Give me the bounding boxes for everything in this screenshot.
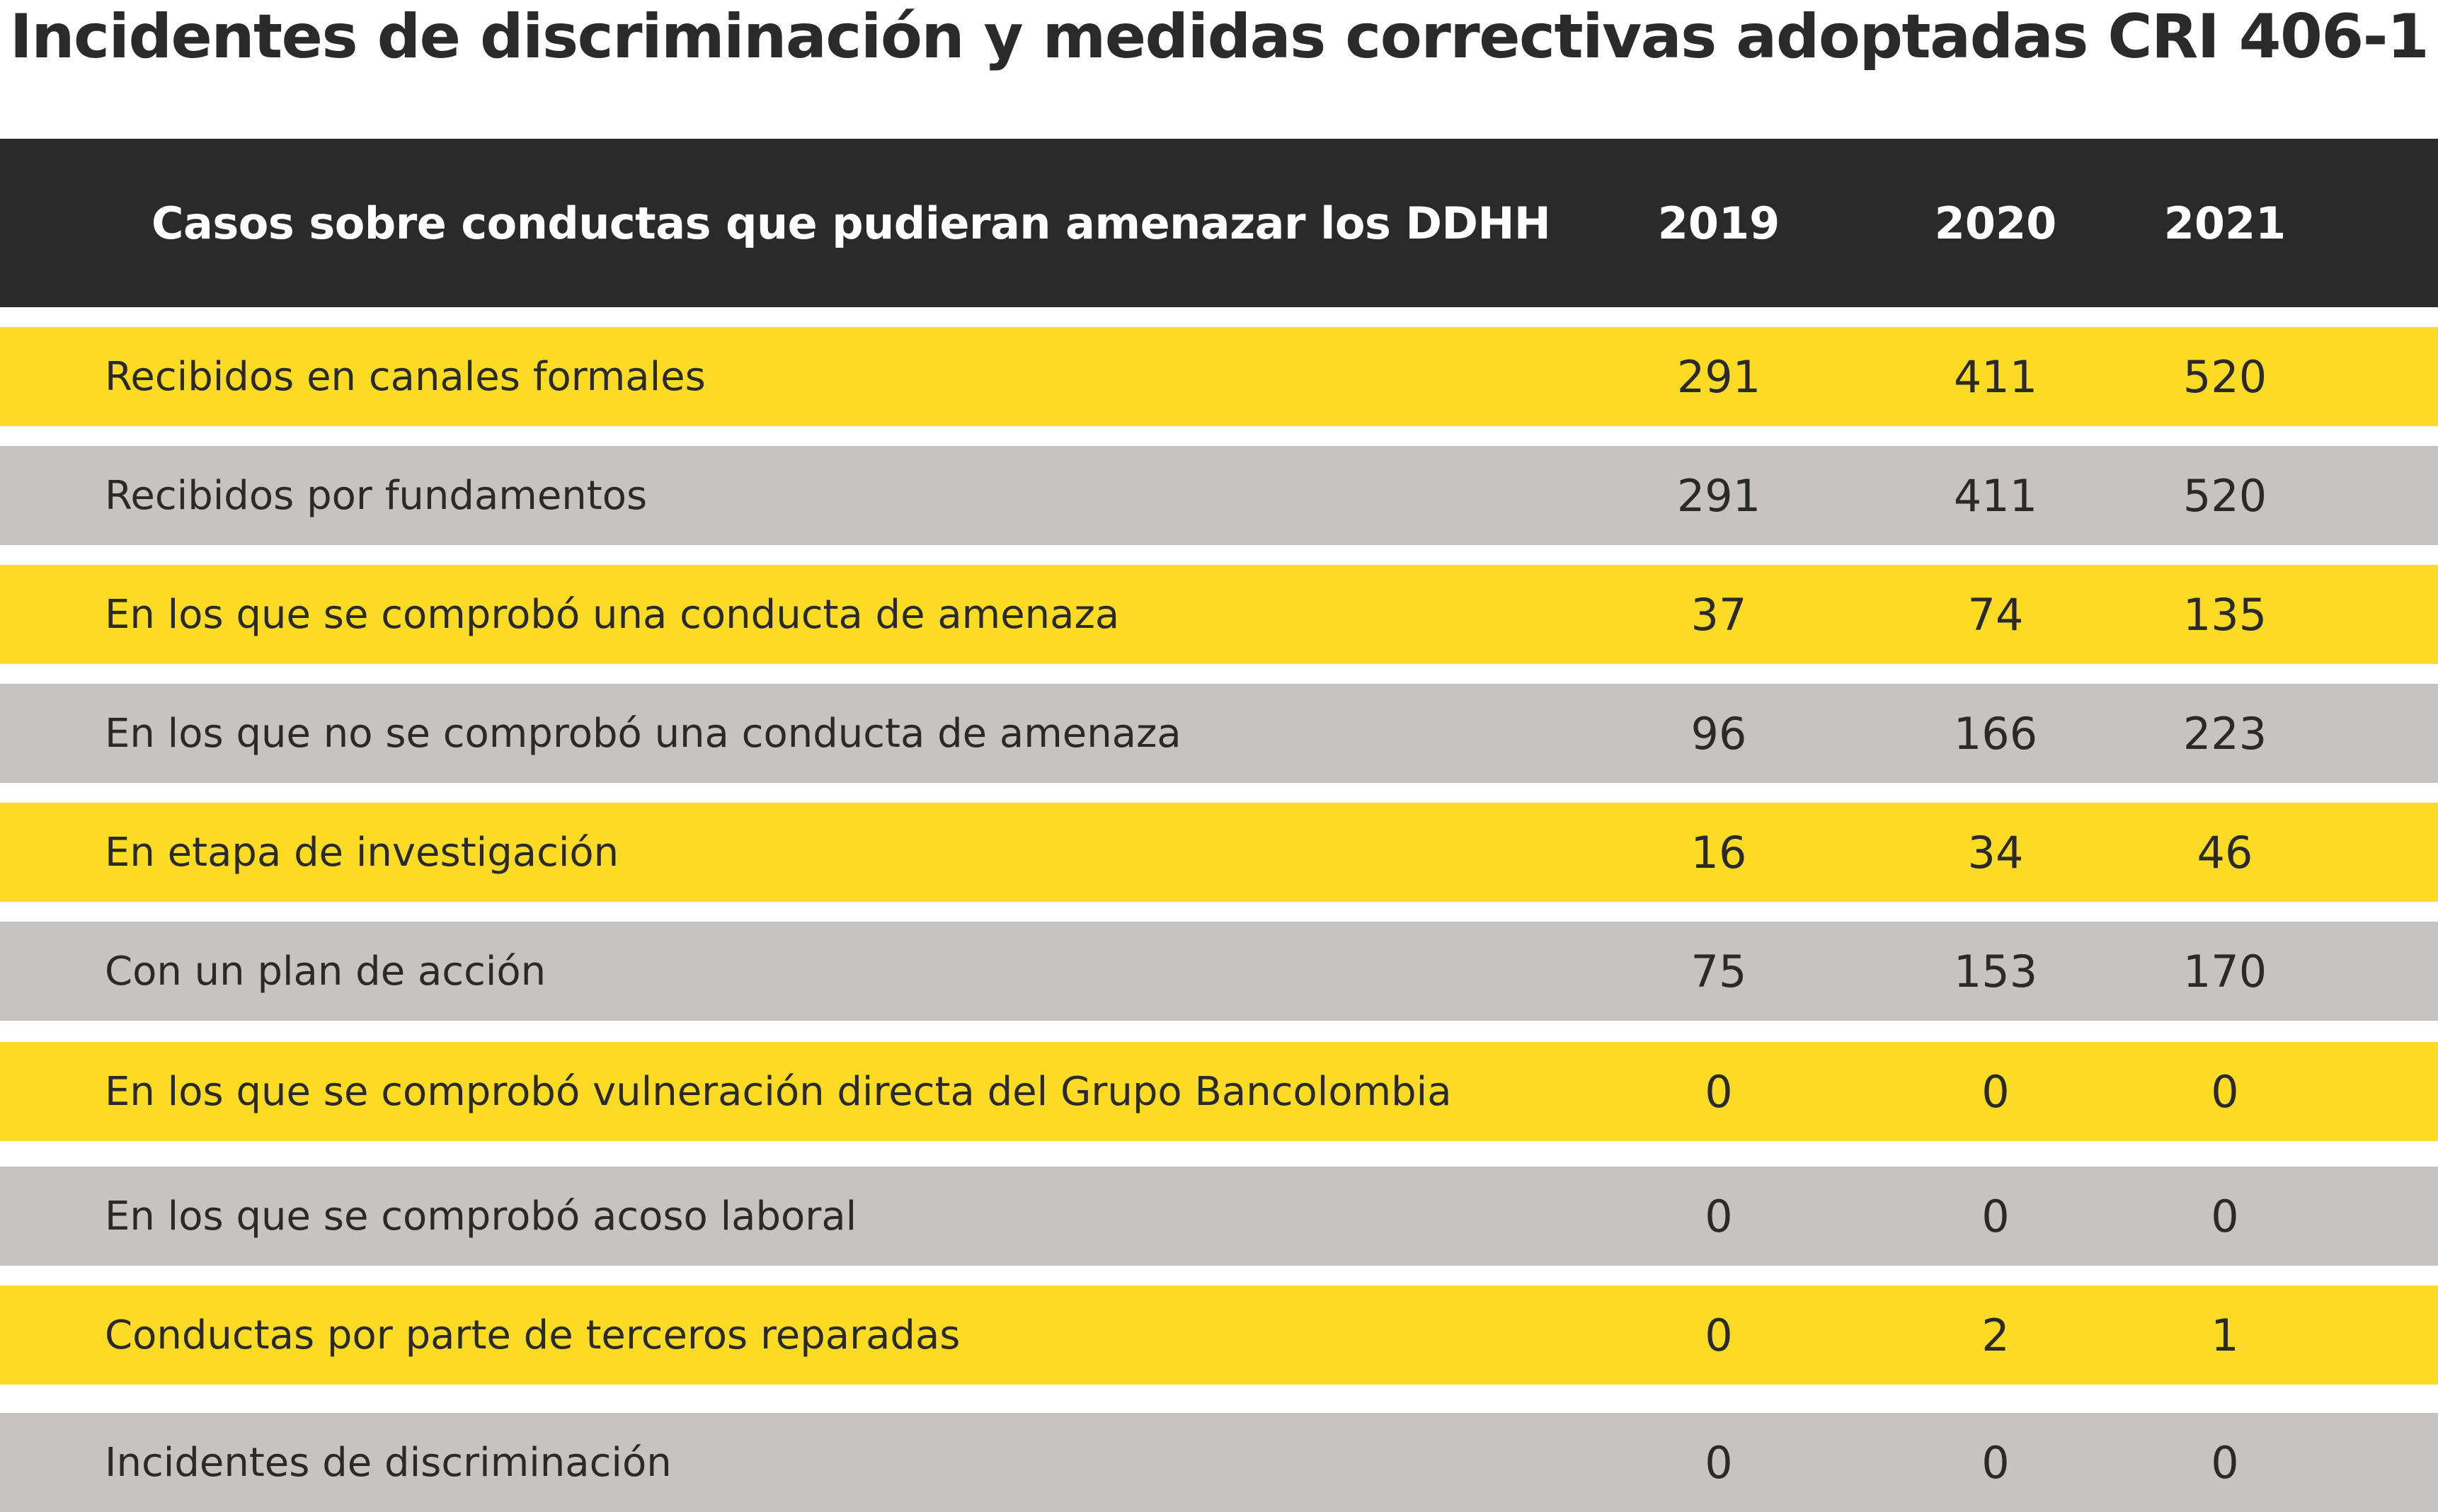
value-2021: 1: [2211, 1309, 2239, 1361]
table-row: En los que se comprobó vulneración direc…: [0, 1042, 2438, 1141]
table-header: Casos sobre conductas que pudieran amena…: [0, 139, 2438, 307]
value-2019: 37: [1690, 588, 1747, 641]
value-2021: 135: [2182, 588, 2267, 641]
table-row: En los que no se comprobó una conducta d…: [0, 684, 2438, 783]
value-2020: 166: [1953, 707, 2038, 760]
value-2021: 46: [2197, 826, 2253, 878]
value-2021: 170: [2182, 945, 2267, 997]
value-2021: 520: [2182, 469, 2267, 522]
table-row: Recibidos por fundamentos 291 411 520: [0, 446, 2438, 545]
value-2021: 520: [2182, 350, 2267, 403]
table-row: En los que se comprobó acoso laboral 0 0…: [0, 1167, 2438, 1266]
table-row: Recibidos en canales formales 291 411 52…: [0, 327, 2438, 426]
value-2019: 0: [1705, 1309, 1733, 1361]
value-2020: 0: [1981, 1065, 2010, 1118]
value-2020: 0: [1981, 1436, 2010, 1489]
value-2021: 223: [2182, 707, 2267, 760]
row-label: Incidentes de discriminación: [105, 1439, 672, 1486]
value-2019: 96: [1690, 707, 1747, 760]
value-2019: 16: [1690, 826, 1747, 878]
header-2020: 2020: [1934, 197, 2057, 249]
value-2020: 2: [1981, 1309, 2010, 1361]
table-row: En etapa de investigación 16 34 46: [0, 803, 2438, 902]
value-2020: 411: [1953, 350, 2038, 403]
table-row: Incidentes de discriminación 0 0 0: [0, 1413, 2438, 1512]
header-2021: 2021: [2163, 197, 2287, 249]
table-row: Conductas por parte de terceros reparada…: [0, 1285, 2438, 1385]
value-2020: 34: [1967, 826, 2024, 878]
row-label: En etapa de investigación: [105, 829, 619, 876]
table-row: Con un plan de acción 75 153 170: [0, 922, 2438, 1021]
value-2019: 0: [1705, 1436, 1733, 1489]
row-label: Recibidos en canales formales: [105, 353, 706, 400]
table-row: En los que se comprobó una conducta de a…: [0, 565, 2438, 664]
value-2019: 0: [1705, 1190, 1733, 1242]
value-2020: 74: [1967, 588, 2024, 641]
value-2019: 291: [1676, 469, 1761, 522]
value-2021: 0: [2211, 1436, 2239, 1489]
value-2020: 153: [1953, 945, 2038, 997]
header-label: Casos sobre conductas que pudieran amena…: [151, 197, 1551, 249]
row-label: Conductas por parte de terceros reparada…: [105, 1312, 961, 1358]
row-label: En los que se comprobó vulneración direc…: [105, 1068, 1452, 1115]
row-label: Con un plan de acción: [105, 948, 546, 995]
value-2019: 75: [1690, 945, 1747, 997]
row-label: Recibidos por fundamentos: [105, 472, 648, 519]
row-label: En los que no se comprobó una conducta d…: [105, 710, 1181, 757]
page-title: Incidentes de discriminación y medidas c…: [9, 1, 2430, 72]
row-label: En los que se comprobó una conducta de a…: [105, 591, 1120, 638]
header-2019: 2019: [1657, 197, 1780, 249]
value-2021: 0: [2211, 1065, 2239, 1118]
value-2019: 291: [1676, 350, 1761, 403]
value-2021: 0: [2211, 1190, 2239, 1242]
value-2020: 411: [1953, 469, 2038, 522]
value-2020: 0: [1981, 1190, 2010, 1242]
value-2019: 0: [1705, 1065, 1733, 1118]
row-label: En los que se comprobó acoso laboral: [105, 1193, 857, 1239]
